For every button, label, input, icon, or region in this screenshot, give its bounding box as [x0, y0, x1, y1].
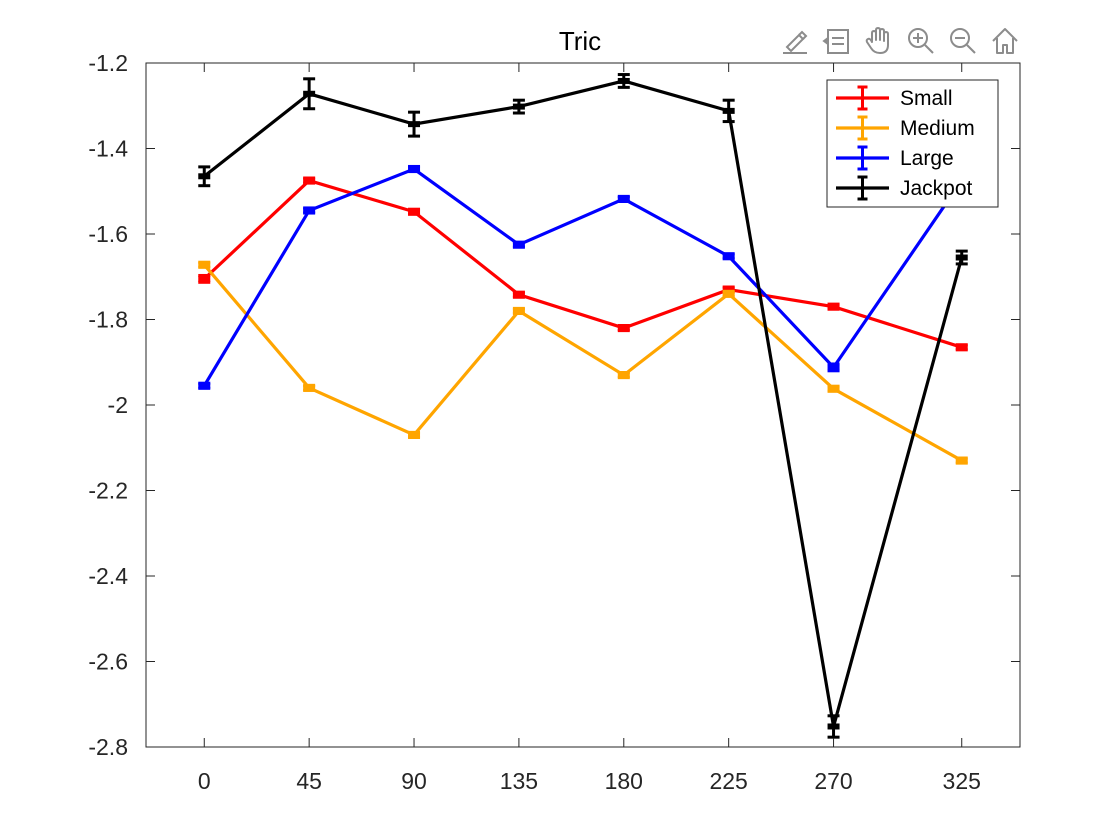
pan-button[interactable] [860, 22, 898, 60]
data-point-large [827, 364, 840, 371]
data-point-medium [827, 385, 840, 392]
y-tick-label: -2.4 [88, 563, 128, 589]
series-line-jackpot [203, 79, 964, 727]
y-tick-label: -1.2 [88, 50, 128, 76]
series-jackpot [198, 73, 968, 739]
legend-label-jackpot: Jackpot [900, 177, 973, 200]
home-icon [992, 28, 1018, 54]
x-tick-label: 135 [500, 768, 538, 794]
data-point-jackpot [827, 723, 840, 730]
y-tick-label: -1.6 [88, 221, 128, 247]
x-tick-label: 45 [296, 768, 322, 794]
pan-hand-icon [865, 27, 889, 54]
x-tick-label: 225 [709, 768, 747, 794]
data-point-small [512, 291, 525, 298]
zoom-out-button[interactable] [944, 22, 982, 60]
series-line-small [203, 178, 963, 349]
chart-title: Tric [559, 26, 601, 56]
data-point-medium [303, 384, 316, 391]
data-point-medium [722, 290, 735, 297]
legend-item-large: Large [836, 145, 954, 171]
data-point-large [512, 241, 525, 248]
y-tick-label: -2.8 [88, 734, 128, 760]
series-medium [198, 260, 968, 465]
data-point-jackpot [408, 121, 421, 128]
legend-label-large: Large [900, 147, 954, 170]
data-point-small [408, 208, 421, 215]
brush-button[interactable] [776, 22, 814, 60]
legend-item-medium: Medium [836, 115, 975, 141]
data-point-jackpot [198, 173, 211, 180]
x-tick-label: 90 [401, 768, 427, 794]
data-point-medium [955, 457, 968, 464]
zoom-in-button[interactable] [902, 22, 940, 60]
data-point-small [722, 286, 735, 293]
data-point-large [198, 382, 211, 389]
y-tick-label: -1.8 [88, 307, 128, 333]
data-point-jackpot [303, 90, 316, 97]
data-point-medium [198, 261, 211, 268]
legend-label-medium: Medium [900, 117, 975, 140]
data-point-large [408, 166, 421, 173]
data-point-small [955, 344, 968, 351]
y-tick-label: -2 [108, 392, 128, 418]
data-point-small [827, 303, 840, 310]
legend-label-small: Small [900, 87, 953, 110]
legend: Small Medium Large Jackpot [826, 79, 999, 208]
data-point-large [617, 195, 630, 202]
x-tick-label: 325 [943, 768, 981, 794]
y-tick-label: -2.6 [88, 649, 128, 675]
x-tick-label: 180 [605, 768, 643, 794]
x-tick-label: 0 [198, 768, 211, 794]
home-button[interactable] [986, 22, 1024, 60]
data-point-small [198, 275, 211, 282]
data-point-medium [512, 307, 525, 314]
data-point-large [303, 207, 316, 214]
data-point-small [617, 325, 630, 332]
legend-box [826, 79, 999, 208]
data-point-medium [617, 372, 630, 379]
zoom-out-icon [950, 28, 976, 54]
x-tick-label: 270 [814, 768, 852, 794]
zoom-in-icon [908, 28, 934, 54]
data-point-medium [408, 431, 421, 438]
data-point-small [303, 177, 316, 184]
data-tips-button[interactable] [818, 22, 856, 60]
data-point-jackpot [617, 77, 630, 84]
data-point-jackpot [955, 254, 968, 261]
series-line-large [202, 167, 964, 387]
data-point-jackpot [722, 107, 735, 114]
data-tips-icon [822, 29, 849, 54]
axes-toolbar [776, 22, 1024, 60]
series-line-medium [203, 263, 963, 462]
data-point-large [722, 253, 735, 260]
brush-icon [783, 30, 808, 54]
legend-item-jackpot: Jackpot [836, 175, 973, 201]
legend-item-small: Small [836, 85, 953, 111]
data-point-jackpot [512, 103, 525, 110]
y-tick-label: -1.4 [88, 136, 128, 162]
y-tick-label: -2.2 [88, 478, 128, 504]
